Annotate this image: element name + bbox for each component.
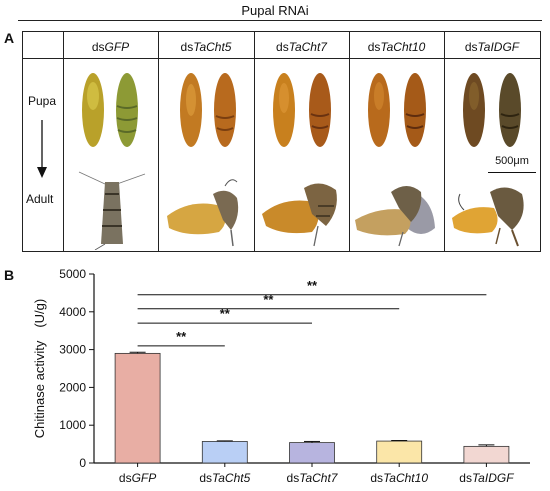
panel-b-letter: B [4,267,15,283]
significance-label: ** [307,278,318,293]
row-label-pupa: Pupa [28,94,57,108]
x-tick-label: dsTaCht7 [287,471,339,485]
y-tick-label: 4000 [59,305,86,319]
column-header-dsgfp: dsGFP [91,40,130,54]
significance-label: ** [263,292,274,307]
adult-photo-dstacht10 [355,186,435,247]
column-header-dstacht7: dsTaCht7 [276,40,327,54]
x-tick-label: dsTaCht5 [199,471,250,485]
adult-photo-dsgfp [78,171,146,250]
column-header-dstacht10: dsTaCht10 [367,40,426,54]
significance-label: ** [176,329,187,344]
y-tick-label: 2000 [59,380,86,394]
bar-dstacht5 [201,441,248,464]
scale-bar-label: 500μm [495,155,529,167]
x-tick-label: dsTaCht10 [370,471,428,485]
bar-dstacht10 [376,440,423,464]
x-tick-label: dsGFP [119,471,156,485]
row-label-adult: Adult [26,192,54,206]
chitinase-activity-chart: 0 1000 2000 3000 4000 5000 Chitinase activity … [32,267,530,485]
bar-dsgfp [114,352,161,464]
figure-title: Pupal RNAi [241,3,309,18]
scale-bar [488,172,536,173]
grid-divider [349,32,350,251]
pupa-photo-dsgfp [82,73,138,147]
pupa-photo-dstacht7 [273,73,331,147]
adult-photo-dstacht7 [262,183,337,247]
title-rule [18,20,542,21]
grid-header-divider [23,58,540,59]
x-tick-label: dsTaIDGF [459,471,514,485]
grid-divider [63,32,64,251]
column-header-dstacht5: dsTaCht5 [180,40,232,54]
adult-photo-dstaidgf [452,187,524,247]
pupa-photo-dstacht5 [180,73,236,147]
pupa-photo-dstacht10 [368,73,426,147]
y-tick-label: 1000 [59,418,86,432]
significance-label: ** [220,306,231,321]
bar-dstacht7 [289,442,335,464]
y-axis-label: Chitinase activity (U/g) [32,299,47,438]
adult-photo-dstacht5 [167,179,239,247]
panel-a-image-grid: dsGFP dsTaCht5 dsTaCht7 dsTaCht10 dsTaID… [22,31,541,252]
y-tick-label: 5000 [59,267,86,281]
column-header-dstaidgf: dsTaIDGF [464,40,520,54]
development-arrow-icon [37,120,47,178]
grid-divider [158,32,159,251]
grid-divider [254,32,255,251]
bar-dstaidgf [463,445,510,464]
y-tick-label: 3000 [59,343,86,357]
grid-divider [444,32,445,251]
panel-a-letter: A [4,30,15,46]
y-tick-label: 0 [79,456,86,470]
pupa-photo-dstaidgf [463,73,521,147]
